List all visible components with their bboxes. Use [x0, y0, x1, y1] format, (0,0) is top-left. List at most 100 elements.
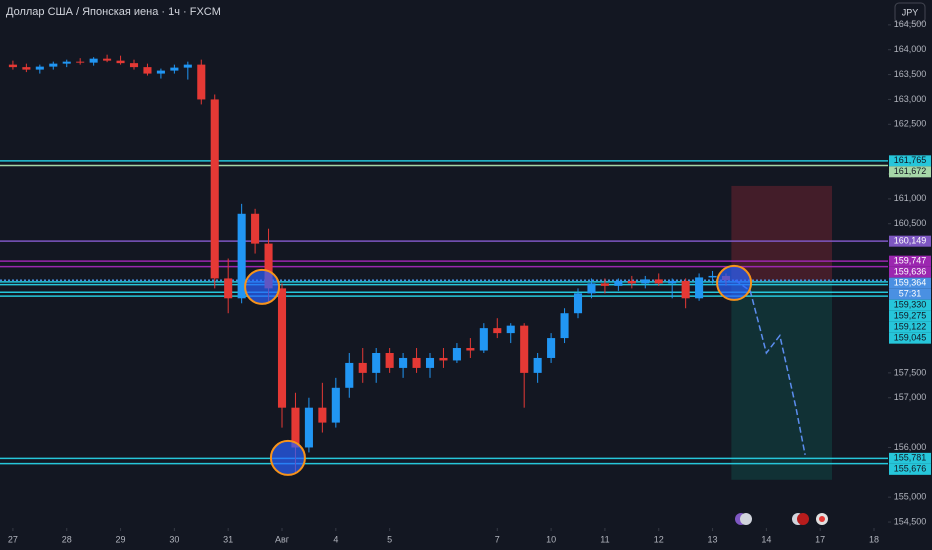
event-icons — [735, 513, 828, 525]
highlight-circle — [269, 439, 306, 476]
currency-button-frame[interactable] — [894, 2, 926, 24]
candle-body — [35, 66, 44, 70]
price-label: 57:31 — [899, 289, 922, 299]
currency-button[interactable]: JPY — [902, 7, 919, 17]
price-label: 159,045 — [894, 333, 927, 343]
highlight-circle — [716, 264, 753, 301]
price-label-box — [889, 299, 931, 311]
candle-body — [129, 63, 139, 68]
candle-body — [251, 213, 260, 244]
candle-body — [224, 278, 233, 299]
candle-body — [103, 58, 112, 61]
candle-body — [439, 357, 448, 361]
plot-layer — [0, 24, 891, 531]
candle-body — [89, 58, 98, 63]
candle-body — [183, 64, 192, 68]
price-label: 159,122 — [894, 322, 927, 332]
x-tick-label: 12 — [654, 534, 664, 544]
chart-title: Доллар США / Японская иена · 1ч · FXCM — [6, 6, 221, 18]
price-label: 159,636 — [894, 267, 927, 277]
event-icon — [819, 516, 825, 522]
x-tick-label: 7 — [495, 534, 500, 544]
x-tick-label: 11 — [600, 534, 609, 544]
projection-path — [734, 279, 806, 456]
price-label-box — [889, 452, 931, 464]
stop-zone — [731, 185, 833, 283]
x-tick-label: 5 — [387, 534, 392, 544]
candle-body — [614, 280, 623, 286]
candle-body — [466, 348, 475, 351]
y-tick-label: 162,500 — [894, 119, 927, 129]
y-tick-label: 164,000 — [894, 44, 927, 54]
candle-body — [318, 407, 327, 423]
price-label-box — [889, 155, 931, 167]
candle-body — [385, 352, 394, 368]
price-label-box — [889, 310, 931, 322]
y-tick-label: 157,500 — [894, 367, 927, 377]
candle-body — [156, 70, 165, 74]
y-tick-label: 160,500 — [894, 218, 927, 228]
event-icon[interactable] — [740, 513, 752, 525]
candle-body — [547, 338, 556, 358]
candle-body — [695, 277, 704, 299]
candle-body — [49, 63, 58, 67]
price-label-box — [889, 321, 931, 333]
candle-body — [170, 67, 179, 71]
candle-body — [210, 99, 219, 279]
price-label: 159,330 — [894, 300, 927, 310]
candle-body — [681, 280, 690, 299]
price-label: 161,672 — [894, 166, 927, 176]
x-tick-label: 13 — [708, 534, 718, 544]
target-zone — [731, 282, 833, 480]
price-label-box — [889, 288, 931, 300]
y-tick-label: 156,000 — [894, 442, 927, 452]
price-label-box — [889, 277, 931, 289]
candle-body — [264, 243, 273, 289]
candle-body — [143, 67, 152, 74]
candle-body — [412, 357, 421, 368]
candle-body — [627, 280, 636, 284]
candle-body — [600, 283, 609, 286]
price-label: 161,765 — [894, 155, 927, 165]
x-tick-label: 29 — [116, 534, 126, 544]
candle-body — [237, 213, 246, 299]
candle-body — [506, 325, 515, 334]
candle-body — [197, 64, 206, 100]
price-label: 159,364 — [894, 278, 927, 288]
y-tick-label: 163,500 — [894, 69, 927, 79]
price-label: 155,676 — [894, 464, 927, 474]
price-label: 155,781 — [894, 453, 927, 463]
candle-body — [116, 60, 125, 64]
x-tick-label: Авг — [275, 534, 290, 544]
price-label-box — [889, 332, 931, 344]
x-tick-label: 18 — [869, 534, 879, 544]
candle-body — [452, 348, 461, 361]
candle-body — [8, 64, 17, 68]
highlight-circle — [244, 268, 281, 305]
candle-body — [291, 407, 300, 448]
event-icon[interactable] — [797, 513, 809, 525]
candle-body — [425, 357, 435, 368]
candle-body — [520, 325, 529, 373]
y-tick-label: 157,000 — [894, 392, 927, 402]
y-tick-label: 164,500 — [894, 19, 927, 29]
price-label: 160,149 — [894, 236, 927, 246]
x-tick-label: 10 — [546, 534, 556, 544]
candle-body — [358, 362, 367, 373]
price-label-box — [889, 463, 931, 475]
candle-body — [277, 288, 287, 408]
x-tick-label: 28 — [62, 534, 72, 544]
y-tick-label: 154,500 — [894, 516, 927, 526]
x-tick-label: 31 — [223, 534, 233, 544]
candle-body — [560, 313, 569, 339]
candle-body — [708, 275, 717, 278]
candle-body — [399, 357, 408, 368]
candle-body — [479, 328, 488, 351]
candle-body — [62, 61, 71, 64]
candle-body — [654, 279, 663, 284]
price-label: 159,275 — [894, 311, 927, 321]
x-tick-label: 30 — [169, 534, 179, 544]
price-label-box — [889, 166, 931, 178]
price-label-box — [889, 255, 931, 267]
